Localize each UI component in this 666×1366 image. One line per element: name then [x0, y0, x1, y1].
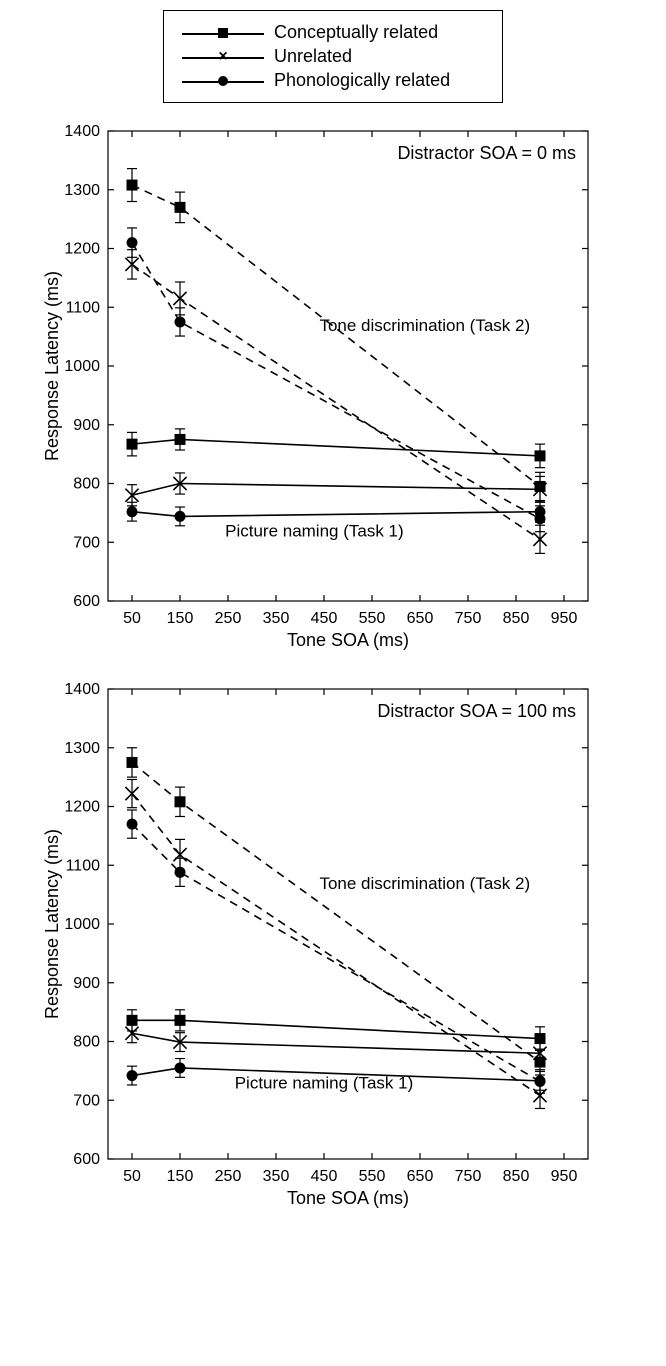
- svg-text:Tone discrimination (Task 2): Tone discrimination (Task 2): [319, 874, 530, 893]
- svg-text:Tone discrimination (Task 2): Tone discrimination (Task 2): [319, 316, 530, 335]
- legend-item-phonological: Phonologically related: [182, 70, 484, 91]
- chart-svg: 600 700 800 900 1000 1100 1200 1300 1400 50 150 250…: [38, 121, 608, 661]
- svg-text:850: 850: [503, 1168, 530, 1185]
- svg-text:1100: 1100: [66, 299, 101, 316]
- svg-text:750: 750: [455, 1168, 482, 1185]
- svg-text:Tone SOA (ms): Tone SOA (ms): [287, 630, 409, 650]
- svg-text:Response Latency (ms): Response Latency (ms): [42, 271, 62, 461]
- legend-label: Conceptually related: [274, 22, 438, 43]
- x-marker-icon: ×: [216, 50, 230, 64]
- svg-text:900: 900: [73, 417, 100, 434]
- legend-item-conceptual: Conceptually related: [182, 22, 484, 43]
- svg-text:700: 700: [73, 534, 100, 551]
- svg-text:1200: 1200: [64, 241, 100, 258]
- svg-text:1000: 1000: [64, 916, 100, 933]
- svg-text:Picture naming (Task 1): Picture naming (Task 1): [235, 1074, 414, 1093]
- svg-text:Response Latency (ms): Response Latency (ms): [42, 829, 62, 1019]
- svg-text:800: 800: [73, 476, 100, 493]
- svg-text:350: 350: [263, 610, 290, 627]
- svg-text:Distractor SOA = 0 ms: Distractor SOA = 0 ms: [397, 143, 576, 163]
- svg-text:1400: 1400: [64, 681, 100, 698]
- figure-container: { "legend": { "items": [ { "label": "Con…: [0, 0, 666, 1249]
- svg-text:600: 600: [73, 593, 100, 610]
- svg-text:1400: 1400: [64, 123, 100, 140]
- legend-sample: [182, 23, 264, 43]
- svg-text:650: 650: [407, 1168, 434, 1185]
- svg-text:550: 550: [359, 610, 386, 627]
- svg-text:600: 600: [73, 1151, 100, 1168]
- svg-text:450: 450: [311, 1168, 338, 1185]
- svg-text:900: 900: [73, 975, 100, 992]
- svg-text:Picture naming (Task 1): Picture naming (Task 1): [225, 521, 404, 540]
- svg-text:150: 150: [167, 610, 194, 627]
- chart-panel-bottom: 600 700 800 900 1000 1100 1200 1300 1400 50 150 250…: [38, 679, 628, 1219]
- legend-sample: ×: [182, 47, 264, 67]
- svg-text:450: 450: [311, 610, 338, 627]
- chart-panel-top: 600 700 800 900 1000 1100 1200 1300 1400 50 150 250…: [38, 121, 628, 661]
- svg-text:1300: 1300: [64, 740, 100, 757]
- svg-text:700: 700: [73, 1092, 100, 1109]
- svg-text:250: 250: [215, 610, 242, 627]
- svg-text:650: 650: [407, 610, 434, 627]
- svg-text:750: 750: [455, 610, 482, 627]
- square-marker-icon: [218, 28, 228, 38]
- circle-marker-icon: [218, 76, 228, 86]
- svg-text:50: 50: [123, 610, 141, 627]
- legend-label: Unrelated: [274, 46, 352, 67]
- svg-text:800: 800: [73, 1034, 100, 1051]
- svg-text:1000: 1000: [64, 358, 100, 375]
- svg-text:950: 950: [551, 610, 578, 627]
- svg-text:350: 350: [263, 1168, 290, 1185]
- legend: Conceptually related × Unrelated Phonolo…: [163, 10, 503, 103]
- chart-svg: 600 700 800 900 1000 1100 1200 1300 1400 50 150 250…: [38, 679, 608, 1219]
- svg-text:1100: 1100: [66, 857, 101, 874]
- svg-text:950: 950: [551, 1168, 578, 1185]
- svg-text:1200: 1200: [64, 799, 100, 816]
- svg-text:Distractor SOA = 100 ms: Distractor SOA = 100 ms: [377, 701, 576, 721]
- svg-text:850: 850: [503, 610, 530, 627]
- legend-sample: [182, 71, 264, 91]
- svg-text:250: 250: [215, 1168, 242, 1185]
- svg-text:550: 550: [359, 1168, 386, 1185]
- svg-text:1300: 1300: [64, 182, 100, 199]
- legend-item-unrelated: × Unrelated: [182, 46, 484, 67]
- svg-text:50: 50: [123, 1168, 141, 1185]
- legend-label: Phonologically related: [274, 70, 450, 91]
- svg-text:150: 150: [167, 1168, 194, 1185]
- svg-text:Tone SOA (ms): Tone SOA (ms): [287, 1188, 409, 1208]
